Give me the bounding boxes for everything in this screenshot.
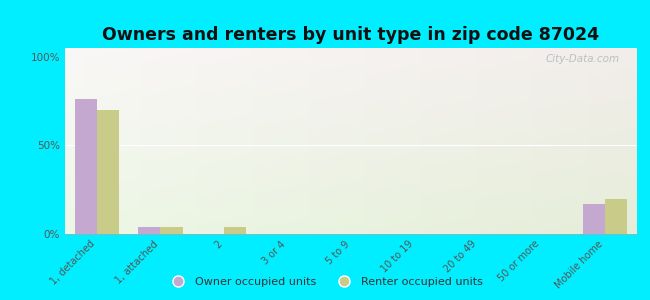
Text: City-Data.com: City-Data.com [546,54,620,64]
Bar [224,227,246,234]
Bar [161,227,183,234]
Bar [583,204,605,234]
Title: Owners and renters by unit type in zip code 87024: Owners and renters by unit type in zip c… [103,26,599,44]
Bar [605,199,627,234]
Bar [97,110,119,234]
Legend: Owner occupied units, Renter occupied units: Owner occupied units, Renter occupied un… [163,273,487,291]
Bar [75,99,97,234]
Bar [138,227,161,234]
